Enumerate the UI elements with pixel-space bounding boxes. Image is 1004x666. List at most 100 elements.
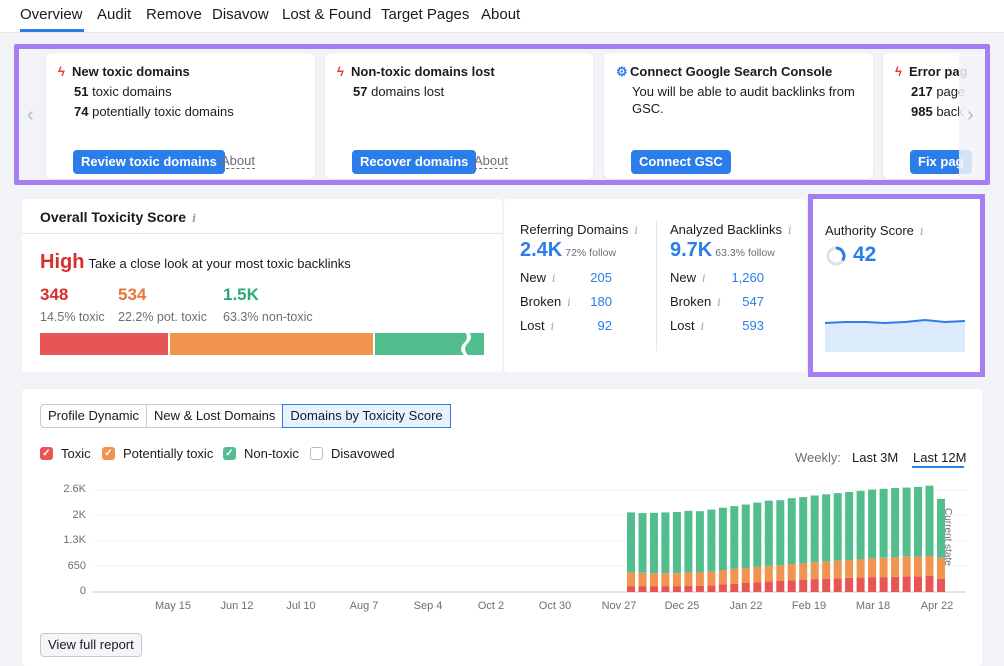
card-title: Error pag [909,64,968,79]
divider [656,221,657,351]
tab-domains-by-toxicity[interactable]: Domains by Toxicity Score [282,404,451,428]
bar-non-toxic [925,485,934,556]
legend-toxic[interactable]: ✓ Toxic [40,446,91,461]
about-link[interactable]: About [474,153,508,169]
bar-non-toxic [776,500,785,566]
legend-non-toxic[interactable]: ✓ Non-toxic [223,446,299,461]
about-link[interactable]: About [221,153,255,169]
y-tick-label: 1.3K [63,534,86,546]
checkbox-checked-icon[interactable]: ✓ [223,447,236,460]
info-icon[interactable]: i [550,320,555,333]
referring-lost-value[interactable]: 92 [597,318,612,333]
potentially-toxic-count[interactable]: 534 [118,285,147,304]
tab-lost-found[interactable]: Lost & Found [282,6,372,23]
bar-toxic [764,581,773,592]
analyzed-backlinks-value[interactable]: 9.7K [670,239,713,261]
gear-icon: ⚙ [616,64,628,79]
review-toxic-domains-button[interactable]: Review toxic domains [73,150,225,174]
bar-toxic [718,584,727,592]
authority-score-value[interactable]: 42 [853,243,877,266]
x-tick-label: Nov 27 [601,600,637,612]
card-line: 57 domains lost [353,84,445,99]
toxic-count[interactable]: 348 [40,285,69,304]
y-tick-label: 2.6K [63,483,86,495]
referring-domains-value[interactable]: 2.4K [520,239,563,261]
bar-non-toxic [672,512,681,574]
tab-remove[interactable]: Remove [146,6,202,23]
lightning-icon: ϟ [58,64,65,79]
tab-disavow[interactable]: Disavow [212,6,269,23]
info-icon[interactable]: i [919,225,924,238]
recover-domains-button[interactable]: Recover domains [352,150,477,174]
info-icon[interactable]: i [702,272,706,285]
info-icon[interactable]: i [788,224,792,237]
row-label: Lost [520,318,545,333]
x-tick-label: Feb 19 [791,600,827,612]
backlinks-summary-panel: Referring Domains i 2.4K 72% follow New i 2… [504,199,806,372]
card-line: 985 back [911,104,964,119]
referring-follow: 72% follow [565,247,617,259]
bar-potentially-toxic [868,558,877,578]
tab-target-pages[interactable]: Target Pages [381,6,470,23]
legend-disavowed[interactable]: Disavowed [310,446,395,461]
tab-new-lost-domains[interactable]: New & Lost Domains [147,405,284,427]
bar-toxic [661,586,670,592]
bar-non-toxic [695,511,704,573]
bar-non-toxic [914,486,922,557]
backlinks-lost-value[interactable]: 593 [742,318,764,333]
active-period-indicator [912,466,964,468]
lightning-icon: ϟ [337,64,344,79]
chevron-left-icon[interactable]: ‹ [27,104,34,126]
tab-profile-dynamic[interactable]: Profile Dynamic [41,405,148,427]
bar-potentially-toxic [845,559,854,578]
info-icon[interactable]: i [717,296,721,309]
tab-about[interactable]: About [481,6,521,23]
non-toxic-count[interactable]: 1.5K [223,285,259,304]
bar-toxic [879,577,888,592]
bar-potentially-toxic [638,572,647,587]
backlinks-new-value[interactable]: 1,260 [731,270,764,285]
info-icon[interactable]: i [634,224,638,237]
bar-non-toxic [650,512,658,574]
chevron-right-icon[interactable]: › [967,104,974,126]
bar-non-toxic [787,498,796,565]
card-connect-gsc: ⚙ Connect Google Search Console You will … [604,53,873,179]
row-label: Broken [670,294,712,309]
bar-potentially-toxic [937,557,945,579]
period-last-3m[interactable]: Last 3M [852,450,899,465]
legend-potentially-toxic[interactable]: ✓ Potentially toxic [102,446,213,461]
bar-potentially-toxic [650,573,658,587]
info-icon[interactable]: i [552,272,556,285]
bar-potentially-toxic [684,572,693,586]
x-tick-label: Aug 7 [349,600,379,612]
x-tick-label: Dec 25 [664,600,700,612]
bar-toxic [902,576,911,592]
potentially-toxic-percent: 22.2% pot. toxic [118,310,207,324]
bar-non-toxic [684,510,693,573]
tab-overview[interactable]: Overview [20,6,83,23]
x-tick-label: Jul 10 [286,600,316,612]
checkbox-checked-icon[interactable]: ✓ [102,447,115,460]
bar-non-toxic [627,512,635,573]
connect-gsc-button[interactable]: Connect GSC [631,150,731,174]
view-full-report-button[interactable]: View full report [40,633,142,657]
backlinks-broken-value[interactable]: 547 [742,294,764,309]
notifications-carousel: ‹ ϟ New toxic domains 51 toxic domains 74… [14,44,990,185]
x-tick-label: Oct 30 [538,600,572,612]
referring-new-value[interactable]: 205 [590,270,612,285]
bar-non-toxic [661,512,670,574]
checkbox-empty-icon[interactable] [310,447,323,460]
bar-potentially-toxic [695,572,704,586]
bar-potentially-toxic [776,565,785,581]
checkbox-checked-icon[interactable]: ✓ [40,447,53,460]
period-last-12m[interactable]: Last 12M [913,450,967,465]
info-icon[interactable]: i [700,320,705,333]
tab-audit[interactable]: Audit [97,6,132,23]
x-tick-label: Mar 18 [855,600,891,612]
bar-toxic [799,579,808,592]
info-icon[interactable]: i [192,212,197,225]
info-icon[interactable]: i [567,296,571,309]
backlinks-follow: 63.3% follow [715,247,775,259]
referring-broken-value[interactable]: 180 [590,294,612,309]
bar-non-toxic [845,492,854,560]
